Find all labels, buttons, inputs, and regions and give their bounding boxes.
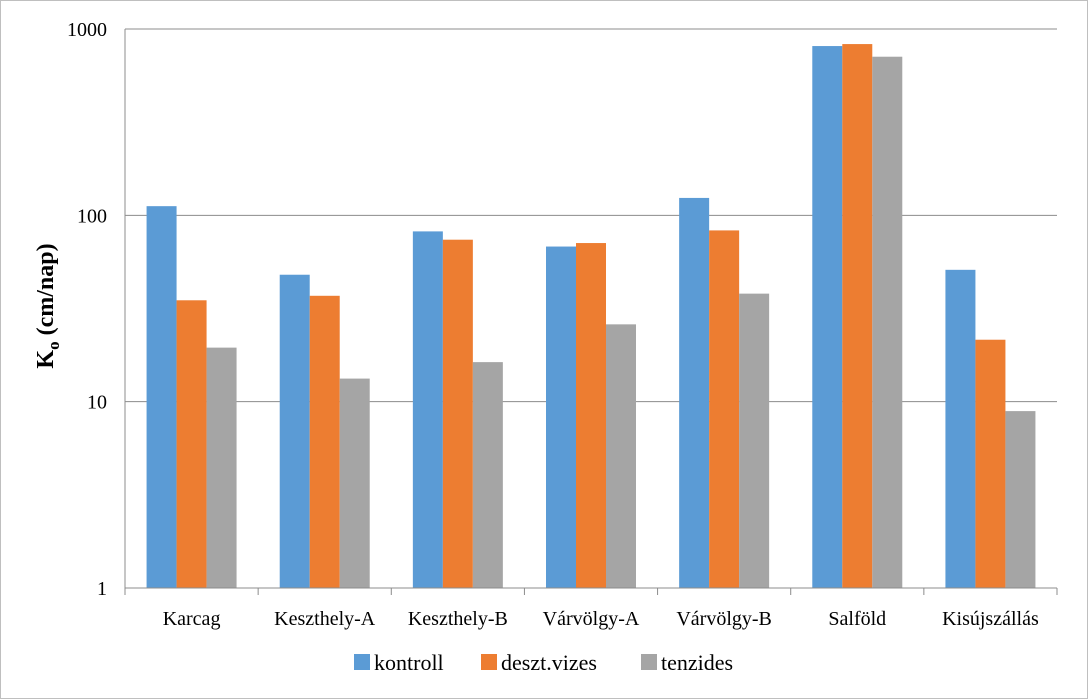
legend-label: kontroll — [374, 650, 444, 675]
x-category-label: Várvölgy-A — [543, 608, 640, 630]
bar-tenzides — [206, 347, 237, 588]
x-category-label: Keszthely-A — [274, 608, 376, 630]
x-category-label: Kisújszállás — [942, 608, 1039, 630]
y-tick-label: 10 — [87, 392, 107, 414]
axes — [124, 29, 1058, 595]
y-axis-label: Ko (cm/nap) — [33, 243, 63, 368]
x-category-label: Keszthely-B — [408, 608, 508, 630]
bar-deszt-vizes — [975, 339, 1006, 588]
bar-tenzides — [1005, 411, 1036, 588]
x-category-label: Salföld — [828, 608, 886, 630]
bar-kontroll — [945, 269, 976, 588]
x-category-label: Karcag — [163, 608, 221, 630]
y-tick-label: 1 — [97, 578, 107, 600]
bar-kontroll — [812, 46, 843, 588]
bar-tenzides — [339, 378, 370, 588]
legend-swatch — [481, 654, 497, 670]
legend-swatch — [354, 654, 370, 670]
bar-tenzides — [606, 324, 636, 588]
bar-deszt-vizes — [309, 295, 340, 588]
bar-deszt-vizes — [709, 230, 740, 588]
bar-kontroll — [546, 246, 576, 588]
bar-kontroll — [146, 206, 177, 589]
legend-swatch — [641, 654, 657, 670]
bar-kontroll — [279, 274, 310, 588]
bar-deszt-vizes — [842, 44, 873, 589]
y-tick-label: 1000 — [67, 19, 107, 41]
bar-deszt-vizes — [442, 239, 473, 588]
bar-deszt-vizes — [576, 243, 606, 588]
bar-tenzides — [739, 293, 770, 588]
bar-tenzides — [872, 56, 903, 589]
bar-tenzides — [472, 362, 503, 588]
legend-label: tenzides — [661, 650, 733, 675]
y-tick-label: 100 — [77, 205, 107, 227]
bar-deszt-vizes — [176, 300, 207, 588]
x-category-labels: Karcag Keszthely-A Keszthely-B Várvölgy-A Vá… — [163, 608, 1039, 630]
x-category-label: Várvölgy-B — [676, 608, 772, 630]
bars — [146, 44, 1036, 589]
legend: kontroll deszt.vizes tenzides — [354, 650, 733, 675]
y-tick-labels: 1 10 100 1000 — [67, 19, 107, 600]
bar-kontroll — [412, 231, 443, 588]
legend-label: deszt.vizes — [501, 650, 597, 675]
bar-kontroll — [679, 197, 710, 588]
